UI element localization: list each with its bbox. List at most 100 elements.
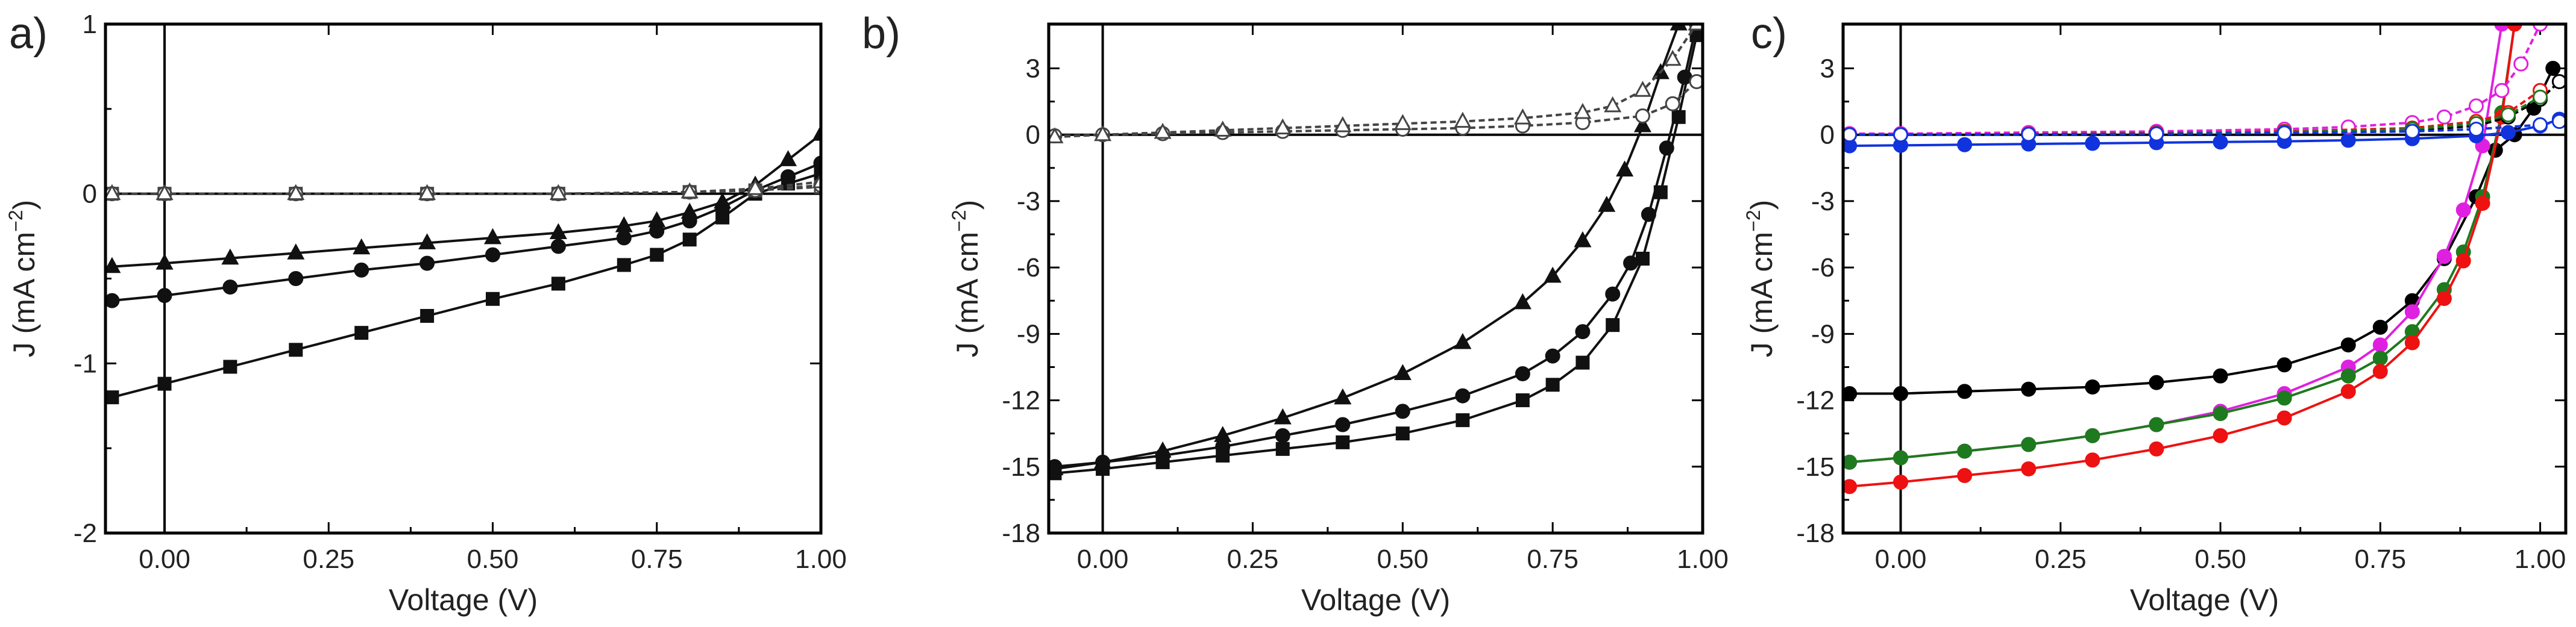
data-point bbox=[549, 184, 567, 201]
series-line bbox=[1849, 81, 2560, 136]
data-point bbox=[156, 254, 174, 270]
panel-c: c) 0.00 0.25 0.50 0.75 1.00 -18 -15 -12 -9 -6 -3 0 3 V… bbox=[1742, 10, 2568, 617]
series-triangle-dark bbox=[105, 172, 821, 201]
data-point bbox=[1605, 286, 1621, 302]
data-point bbox=[2436, 291, 2452, 307]
y-tick-label: -1 bbox=[74, 349, 97, 378]
data-point bbox=[2372, 351, 2388, 366]
panel-label: a) bbox=[9, 10, 48, 58]
y-tick-label: -3 bbox=[1811, 187, 1835, 216]
panel-label: b) bbox=[862, 10, 900, 58]
data-point bbox=[2513, 56, 2529, 72]
data-point bbox=[287, 184, 305, 201]
y-axis-title-text: J (mA cm bbox=[950, 232, 984, 357]
y-tick-label: -12 bbox=[1002, 386, 1040, 416]
data-point bbox=[2276, 390, 2292, 406]
data-point bbox=[1623, 255, 1639, 271]
data-point bbox=[2501, 107, 2516, 123]
data-point bbox=[682, 232, 697, 247]
data-point bbox=[2021, 461, 2037, 476]
data-point bbox=[2149, 417, 2164, 432]
series-line bbox=[1849, 89, 2541, 136]
data-point bbox=[1606, 318, 1620, 332]
data-point bbox=[1545, 348, 1560, 364]
series-line bbox=[1054, 34, 1698, 475]
data-point bbox=[222, 279, 238, 295]
x-tick-label: 0.75 bbox=[631, 544, 683, 574]
data-point bbox=[1049, 127, 1064, 143]
data-point bbox=[1641, 207, 1656, 222]
data-point bbox=[2468, 98, 2484, 114]
data-point bbox=[157, 376, 172, 391]
data-point bbox=[813, 155, 821, 171]
data-point bbox=[1214, 426, 1232, 442]
data-point bbox=[2468, 122, 2484, 137]
y-axis-title-sup: −2 bbox=[1742, 210, 1764, 231]
y-axis-title-close: ) bbox=[950, 200, 984, 210]
data-point bbox=[1456, 413, 1470, 428]
data-point bbox=[1274, 408, 1292, 425]
y-tick-label: 0 bbox=[83, 179, 97, 209]
data-point bbox=[1635, 251, 1650, 266]
x-tick-label: 0.00 bbox=[1875, 544, 1927, 574]
data-point bbox=[650, 248, 664, 262]
data-point bbox=[1393, 364, 1412, 380]
data-point bbox=[2149, 126, 2164, 142]
x-tick-label: 0.50 bbox=[1377, 544, 1428, 574]
y-tick-label: -18 bbox=[1796, 519, 1835, 548]
x-tick-label: 0.25 bbox=[1227, 544, 1279, 574]
data-point bbox=[105, 293, 120, 308]
data-point bbox=[1334, 388, 1352, 405]
data-point bbox=[680, 182, 699, 199]
x-tick-label: 0.50 bbox=[2194, 544, 2246, 574]
data-point bbox=[1515, 366, 1530, 381]
x-tick-label: 0.00 bbox=[1077, 544, 1129, 574]
x-axis-title: Voltage (V) bbox=[389, 583, 538, 617]
data-point bbox=[1598, 196, 1616, 212]
data-point bbox=[353, 238, 371, 255]
series-square-dark bbox=[105, 179, 821, 201]
data-point bbox=[2436, 249, 2452, 264]
x-tick-label: 0.75 bbox=[1527, 544, 1579, 574]
data-point bbox=[1094, 452, 1112, 469]
data-point bbox=[1689, 74, 1703, 90]
y-tick-label: -2 bbox=[74, 519, 97, 548]
series-red-light bbox=[1843, 24, 2522, 494]
data-point bbox=[1094, 125, 1112, 142]
data-point bbox=[1633, 116, 1651, 133]
data-point bbox=[616, 230, 632, 246]
data-point bbox=[2372, 319, 2388, 335]
data-point bbox=[2545, 60, 2561, 76]
data-point bbox=[2085, 136, 2100, 151]
series-line bbox=[1849, 96, 2541, 136]
data-point bbox=[1957, 467, 1973, 483]
data-point bbox=[2276, 125, 2292, 141]
data-point bbox=[1336, 435, 1350, 449]
data-point bbox=[2340, 133, 2356, 148]
x-axis-title: Voltage (V) bbox=[1301, 583, 1450, 617]
data-point bbox=[1843, 454, 1858, 470]
data-point bbox=[2340, 337, 2356, 353]
data-point bbox=[812, 172, 821, 189]
series-line bbox=[1849, 24, 2516, 488]
data-point bbox=[617, 258, 631, 272]
x-tick-label: 0.25 bbox=[2035, 544, 2087, 574]
series-black-dark bbox=[1843, 74, 2566, 143]
data-point bbox=[2213, 406, 2228, 422]
data-point bbox=[1275, 441, 1290, 456]
data-point bbox=[1957, 137, 1973, 152]
data-point bbox=[287, 243, 305, 260]
data-point bbox=[2276, 357, 2292, 373]
data-point bbox=[1575, 355, 1590, 370]
data-point bbox=[2085, 428, 2100, 443]
data-point bbox=[2340, 368, 2356, 384]
data-point bbox=[288, 271, 304, 286]
data-point bbox=[354, 262, 369, 278]
data-point bbox=[812, 124, 821, 141]
data-point bbox=[2404, 123, 2420, 139]
y-tick-label: 3 bbox=[1026, 54, 1040, 83]
data-point bbox=[1395, 426, 1410, 441]
y-tick-label: -15 bbox=[1796, 452, 1835, 482]
panel-a: a) 0.00 0.25 0.50 0.75 1.00 -2 -1 0 1 Voltage (V) J… bbox=[5, 10, 847, 617]
panel-b: b) 0.00 0.25 0.50 0.75 1.00 -18 -15 -12 -9 -6 -3 0 3 V… bbox=[862, 10, 1729, 617]
